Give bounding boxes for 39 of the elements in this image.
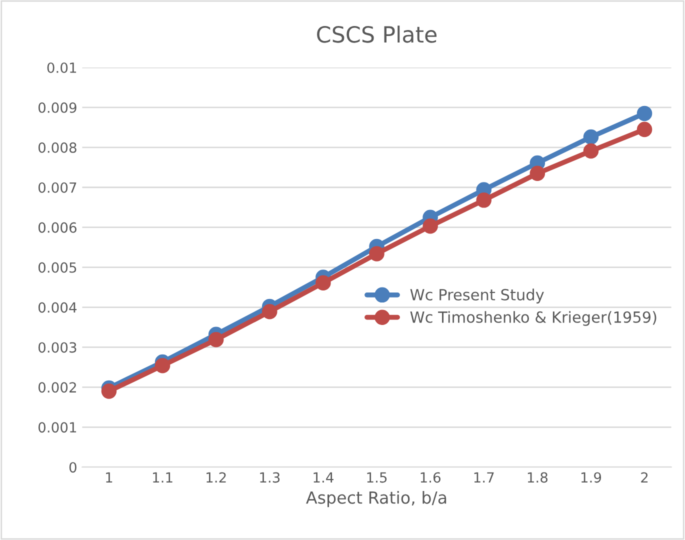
point — [154, 358, 170, 374]
y-tick-label: 0.005 — [38, 262, 76, 273]
point — [208, 332, 224, 348]
x-tick-label: 1.5 — [367, 472, 387, 483]
y-tick-label: 0.008 — [38, 142, 76, 153]
point — [369, 246, 384, 262]
y-tick-label: 0.007 — [38, 182, 76, 193]
x-tick-label: 1.4 — [314, 472, 334, 483]
point — [530, 166, 546, 182]
y-tick-label: 0.009 — [38, 102, 76, 113]
x-tick-label: 2 — [641, 472, 648, 483]
y-tick-label: 0.002 — [38, 382, 76, 393]
x-tick-label: 1.6 — [420, 472, 440, 483]
legend-label: Wc Present Study — [410, 288, 544, 304]
x-tick-label: 1.2 — [206, 472, 226, 483]
x-axis-title: Aspect Ratio, b/a — [306, 490, 446, 508]
point — [262, 304, 278, 320]
x-tick-label: 1 — [106, 472, 112, 483]
point — [583, 129, 599, 145]
point — [583, 143, 599, 159]
y-tick-label: 0 — [69, 462, 76, 473]
y-tick-label: 0.001 — [38, 422, 76, 433]
chart-title: CSCS Plate — [317, 26, 437, 43]
point — [316, 275, 331, 291]
point — [422, 218, 438, 234]
x-tick-label: 1.7 — [474, 472, 494, 483]
x-tick-label: 1.3 — [260, 472, 280, 483]
y-tick-label: 0.003 — [38, 342, 76, 353]
x-tick-label: 1.9 — [581, 472, 602, 483]
legend-label: Wc Timoshenko & Krieger(1959) — [410, 311, 656, 326]
y-tick-label: 0.01 — [47, 62, 76, 73]
y-tick-label: 0.004 — [38, 302, 77, 313]
y-tick-label: 0.006 — [38, 222, 76, 233]
x-tick-label: 1.1 — [153, 472, 172, 483]
x-tick-label: 1.8 — [528, 472, 548, 483]
point — [476, 192, 492, 208]
point — [636, 122, 652, 138]
point — [101, 384, 117, 399]
point — [636, 106, 652, 122]
